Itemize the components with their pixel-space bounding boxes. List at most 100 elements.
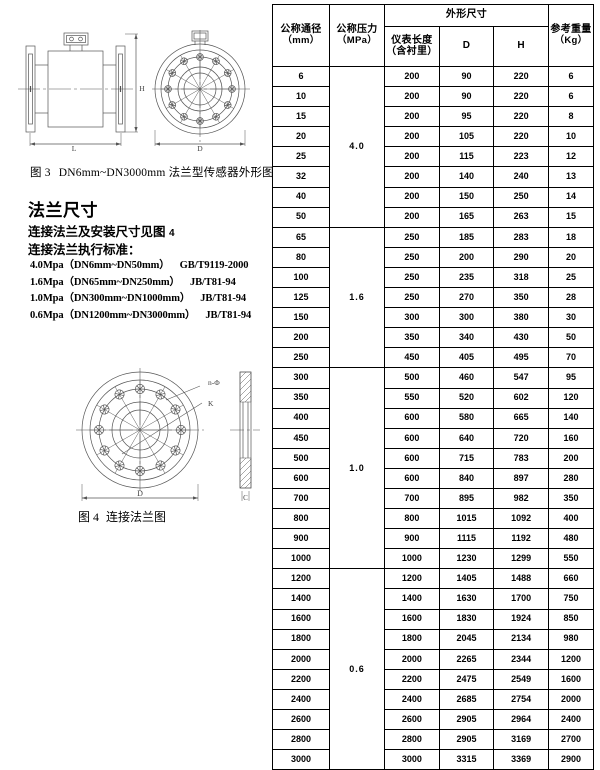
cell-d: 270 xyxy=(438,287,495,309)
cell-reference-weight: 50 xyxy=(548,327,594,349)
cell-nominal-diameter: 2400 xyxy=(272,688,330,711)
cell-nominal-diameter: 50 xyxy=(272,206,330,228)
front-view-group xyxy=(152,30,250,146)
cell-h: 897 xyxy=(493,467,549,489)
cell-reference-weight: 160 xyxy=(548,427,594,449)
col-header-d: D xyxy=(438,26,495,67)
cell-nominal-diameter: 250 xyxy=(272,347,330,369)
standard-item: 0.6Mpa（DN1200mm~DN3000mm） JB/T81-94 xyxy=(30,308,270,325)
table-row: 1000 1000 1230 1299 550 xyxy=(272,548,594,570)
table-row: 32 200 140 240 13 xyxy=(272,166,594,188)
cell-h: 290 xyxy=(493,246,549,268)
cell-reference-weight: 6 xyxy=(548,86,594,108)
cell-h: 547 xyxy=(493,367,549,389)
cell-d: 300 xyxy=(438,307,495,329)
table-row: 350 550 520 602 120 xyxy=(272,387,594,409)
cell-reference-weight: 70 xyxy=(548,347,594,369)
table-header: 公称通径 （mm） 公称压力 （MPa） 外形尺寸 参考重量 （Kg） xyxy=(272,4,594,67)
table-row: 450 600 640 720 160 xyxy=(272,427,594,449)
cell-h: 1092 xyxy=(493,508,549,530)
cell-nominal-diameter: 2600 xyxy=(272,708,330,731)
cell-h: 283 xyxy=(493,226,549,248)
cell-instrument-length: 2600 xyxy=(384,708,440,731)
cell-h: 223 xyxy=(493,146,549,168)
flange-section-title: 法兰尺寸 xyxy=(28,201,98,220)
col-header-overall-dimensions: 外形尺寸 xyxy=(384,4,549,27)
cell-d: 1115 xyxy=(438,528,495,550)
cell-reference-weight: 350 xyxy=(548,487,594,510)
cell-instrument-length: 250 xyxy=(384,266,440,289)
cell-reference-weight: 1600 xyxy=(548,668,594,690)
cell-instrument-length: 250 xyxy=(384,226,440,248)
table-row: 20 200 105 220 10 xyxy=(272,126,594,148)
cell-instrument-length: 450 xyxy=(384,347,440,369)
cell-d: 2475 xyxy=(438,668,495,690)
cell-instrument-length: 250 xyxy=(384,287,440,309)
cell-reference-weight: 140 xyxy=(548,407,594,429)
cell-instrument-length: 1000 xyxy=(384,548,440,570)
cell-d: 2265 xyxy=(438,648,495,670)
standard-code: JB/T81-94 xyxy=(205,309,252,321)
figure-3-number: 图 3 xyxy=(30,167,51,179)
cell-h: 240 xyxy=(493,166,549,188)
cell-d: 3315 xyxy=(438,749,495,770)
cell-reference-weight: 660 xyxy=(548,568,594,590)
cell-d: 895 xyxy=(438,487,495,510)
cell-nominal-diameter: 900 xyxy=(272,528,330,550)
table-row: 2400 2400 2685 2754 2000 xyxy=(272,688,594,711)
cell-h: 2549 xyxy=(493,668,549,690)
table-row: 1200 0.6 1200 1405 1488 660 xyxy=(272,568,594,770)
side-view-height-label: H xyxy=(139,84,145,93)
cell-reference-weight: 28 xyxy=(548,287,594,309)
cell-instrument-length: 2800 xyxy=(384,729,440,751)
cell-nominal-diameter: 450 xyxy=(272,427,330,449)
table-row: 700 700 895 982 350 xyxy=(272,487,594,510)
cell-reference-weight: 550 xyxy=(548,548,594,570)
cell-reference-weight: 850 xyxy=(548,608,594,630)
col-header-dn-unit: （mm） xyxy=(282,35,320,47)
cell-nominal-diameter: 800 xyxy=(272,508,330,530)
cell-nominal-diameter: 1800 xyxy=(272,628,330,650)
cell-h: 220 xyxy=(493,106,549,128)
cell-nominal-diameter: 40 xyxy=(272,186,330,208)
col-header-length-text: 仪表长度 xyxy=(391,35,433,46)
cell-instrument-length: 600 xyxy=(384,447,440,469)
table-row: 2000 2000 2265 2344 1200 xyxy=(272,648,594,670)
cell-nominal-diameter: 65 xyxy=(272,226,330,248)
cell-instrument-length: 350 xyxy=(384,327,440,349)
cell-d: 715 xyxy=(438,447,495,469)
cell-d: 640 xyxy=(438,427,495,449)
cell-instrument-length: 900 xyxy=(384,528,440,550)
cell-instrument-length: 500 xyxy=(384,367,440,389)
cell-instrument-length: 200 xyxy=(384,146,440,168)
cell-reference-weight: 12 xyxy=(548,146,594,168)
table-row: 25 200 115 223 12 xyxy=(272,146,594,168)
cell-instrument-length: 800 xyxy=(384,508,440,530)
cell-nominal-diameter: 600 xyxy=(272,467,330,489)
cell-instrument-length: 600 xyxy=(384,467,440,489)
cell-instrument-length: 200 xyxy=(384,206,440,228)
table-row: 300 1.0 500 460 547 95 xyxy=(272,367,594,570)
cell-d: 460 xyxy=(438,367,495,389)
cell-nominal-diameter: 150 xyxy=(272,307,330,329)
cell-reference-weight: 18 xyxy=(548,226,594,248)
cell-d: 200 xyxy=(438,246,495,268)
cell-d: 95 xyxy=(438,106,495,128)
cell-reference-weight: 2900 xyxy=(548,749,594,770)
cell-reference-weight: 20 xyxy=(548,246,594,268)
col-header-nominal-diameter: 公称通径 （mm） xyxy=(272,4,330,67)
cell-nominal-diameter: 350 xyxy=(272,387,330,409)
table-row: 15 200 95 220 8 xyxy=(272,106,594,128)
cell-nominal-diameter: 100 xyxy=(272,266,330,289)
cell-h: 220 xyxy=(493,86,549,108)
cell-nominal-diameter: 1400 xyxy=(272,588,330,610)
cell-h: 380 xyxy=(493,307,549,329)
cell-d: 1015 xyxy=(438,508,495,530)
cell-reference-weight: 480 xyxy=(548,528,594,550)
cell-nominal-diameter: 20 xyxy=(272,126,330,148)
figure-4-caption: 图 4 连接法兰图 xyxy=(78,508,166,525)
cell-reference-weight: 13 xyxy=(548,166,594,188)
specification-table: 公称通径 （mm） 公称压力 （MPa） 外形尺寸 参考重量 （Kg） xyxy=(272,4,594,770)
standard-pressure-range: 0.6Mpa（DN1200mm~DN3000mm） xyxy=(30,309,196,321)
cell-h: 495 xyxy=(493,347,549,369)
